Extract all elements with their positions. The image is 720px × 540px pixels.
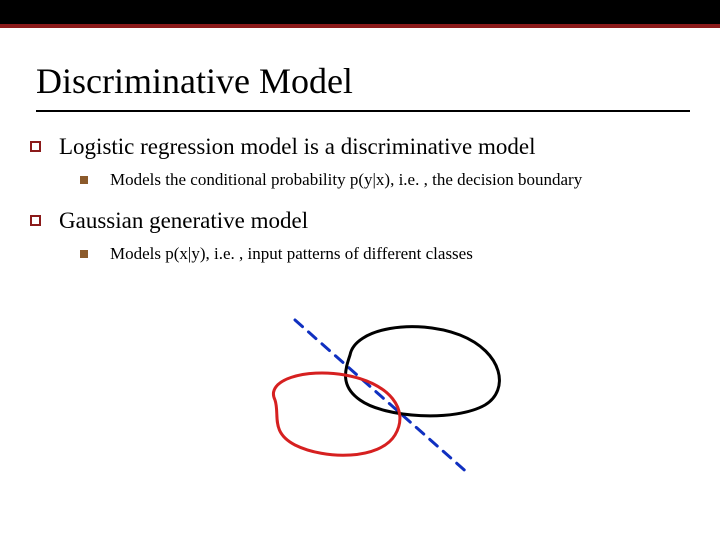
bullet-level2-text: Models p(x|y), i.e. , input patterns of …: [110, 244, 473, 264]
bullet-marker-solid: [80, 250, 88, 258]
classifier-diagram: [235, 300, 515, 490]
bullet-level1-text: Logistic regression model is a discrimin…: [59, 134, 536, 160]
bullet-marker-solid: [80, 176, 88, 184]
outline: Logistic regression model is a discrimin…: [30, 134, 690, 264]
bullet-marker-outline: [30, 215, 41, 226]
bullet-level2: Models p(x|y), i.e. , input patterns of …: [80, 244, 690, 264]
decision-boundary-line: [295, 320, 470, 475]
bullet-level2-text: Models the conditional probability p(y|x…: [110, 170, 582, 190]
bullet-marker-outline: [30, 141, 41, 152]
slide-title: Discriminative Model: [36, 60, 690, 112]
ellipse-red: [273, 373, 399, 455]
bullet-level1: Gaussian generative model: [30, 208, 690, 234]
ellipse-black: [346, 327, 500, 416]
bullet-level2: Models the conditional probability p(y|x…: [80, 170, 690, 190]
slide-top-border: [0, 0, 720, 28]
bullet-level1-text: Gaussian generative model: [59, 208, 308, 234]
bullet-level1: Logistic regression model is a discrimin…: [30, 134, 690, 160]
slide-content: Discriminative Model Logistic regression…: [30, 60, 690, 282]
